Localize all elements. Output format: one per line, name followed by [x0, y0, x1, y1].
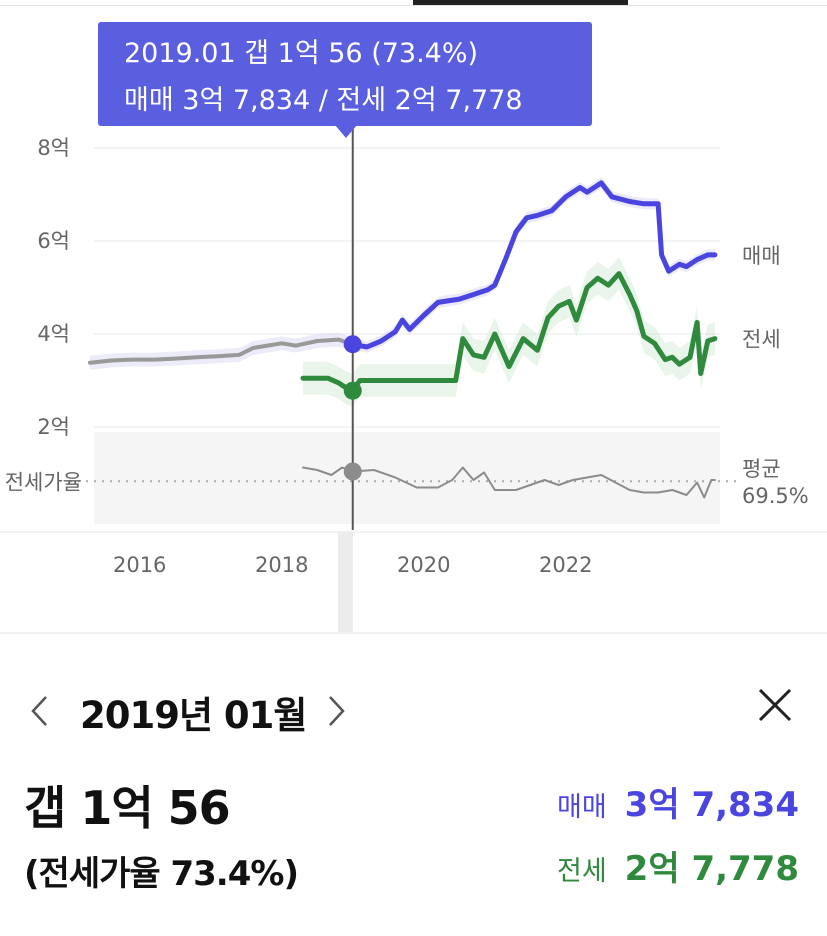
chevron-left-icon: [31, 696, 47, 726]
y-tick-label: 2억: [37, 415, 70, 439]
jeonse-price-row: 전세 2억 7,778: [557, 841, 799, 890]
y-tick-label: 6억: [37, 229, 70, 253]
next-month-button[interactable]: [318, 694, 352, 728]
selected-month: 2019년 01월: [80, 694, 307, 737]
x-tick-label: 2016: [113, 553, 166, 577]
active-tab-indicator: [413, 0, 628, 5]
chevron-right-icon: [329, 696, 345, 726]
jeonse-ratio: (전세가율 73.4%): [24, 854, 299, 894]
ratio-band-label: 전세가율: [5, 470, 82, 494]
ratio-point-marker: [343, 462, 362, 481]
gap-amount: 갭 1억 56: [24, 781, 231, 835]
y-tick-label: 8억: [37, 136, 70, 160]
jeonse-price-value: 2억 7,778: [624, 849, 799, 889]
tooltip-summary: 2019.01 갭 1억 56 (73.4%): [124, 38, 479, 69]
tab-divider: [0, 5, 827, 6]
jeonse-legend-label: 전세: [742, 328, 781, 352]
sale-price-row: 매매 3억 7,834: [557, 777, 799, 826]
close-button[interactable]: [756, 686, 794, 724]
ratio-band-background: [94, 432, 720, 524]
sale-price-label: 매매: [556, 792, 607, 823]
month-detail-panel: 2019년 01월 갭 1억 56 (전세가율 73.4%) 매매 3억 7,83…: [0, 634, 827, 936]
prev-month-button[interactable]: [24, 694, 58, 728]
tooltip-pointer: [335, 125, 357, 138]
x-tick-label: 2018: [255, 553, 308, 577]
tooltip-prices: 매매 3억 7,834 / 전세 2억 7,778: [124, 85, 523, 116]
jeonse-price-label: 전세: [556, 856, 607, 887]
jeonse-ratio-line: [302, 466, 716, 499]
jeonse-point-marker: [343, 381, 362, 400]
sale-legend-label: 매매: [742, 244, 781, 268]
ratio-average-label: 평균: [742, 457, 781, 481]
sale-price-line: [350, 180, 718, 350]
history-sale-line: [88, 337, 355, 365]
jeonse-price-line: [300, 271, 718, 394]
y-tick-label: 4억: [37, 322, 70, 346]
selection-marker-shadow: [338, 532, 353, 632]
chart-tooltip: 2019.01 갭 1억 56 (73.4%) 매매 3억 7,834 / 전세…: [98, 22, 592, 126]
close-icon: [758, 688, 792, 722]
sale-point-marker: [343, 335, 362, 354]
jeonse-range-band: [303, 257, 715, 408]
x-tick-label: 2022: [539, 553, 592, 577]
sale-price-value: 3억 7,834: [624, 785, 799, 825]
ratio-average-value: 69.5%: [742, 484, 809, 508]
x-tick-label: 2020: [397, 553, 450, 577]
